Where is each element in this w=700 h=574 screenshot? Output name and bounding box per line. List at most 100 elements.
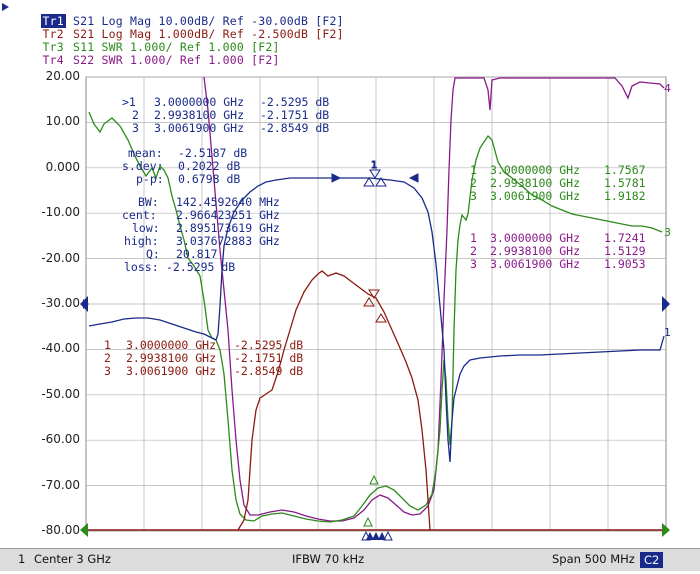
ref-arrow-right-green-icon[interactable]	[662, 523, 670, 537]
channel-number[interactable]: 1	[18, 552, 26, 566]
y-tick-label: -60.00	[41, 432, 80, 447]
tr1-marker-3-icon[interactable]	[375, 177, 387, 187]
svg-text:33.0061900 GHz-2.8549 dB: 3 3.0061900 GHz -2.8549 dB	[104, 364, 303, 378]
tr4-marker-table: 1 3.0000000 GHz 1.7241 2 2.9938100 GHz 1.512…	[470, 231, 646, 271]
svg-text:22.9938100 GHz-2.1751 dB: 2 2.9938100 GHz -2.1751 dB	[104, 351, 303, 365]
tr3-marker-bottom-icon[interactable]	[363, 516, 373, 527]
svg-text:33.0061900 GHz-2.8549 dB: 3 3.0061900 GHz -2.8549 dB	[132, 121, 329, 135]
svg-text:cent:2.966423251 GHz: cent: 2.966423251 GHz	[122, 208, 280, 222]
tr4-m1-num: 1	[470, 231, 477, 245]
tr2-m1-freq: 3.0000000 GHz	[126, 338, 216, 352]
svg-text:p-p:0.6798 dB: p-p: 0.6798 dB	[136, 172, 240, 186]
tr4-m2-num: 2	[470, 244, 477, 258]
svg-text:low:2.895173619 GHz: low: 2.895173619 GHz	[132, 221, 280, 235]
tr2-m2-num: 2	[104, 351, 111, 365]
tr3-end-label: 3	[664, 226, 671, 239]
tr4-m3-freq: 3.0061900 GHz	[490, 257, 580, 271]
low-val: 2.895173619 GHz	[176, 221, 280, 235]
y-tick-label: 10.00	[45, 114, 80, 129]
tr1-marker-glyphs[interactable]: 1	[331, 160, 419, 187]
tr4-m3-num: 3	[470, 257, 477, 271]
tr2-m2-freq: 2.9938100 GHz	[126, 351, 216, 365]
tr3-marker-mid-icon[interactable]	[369, 474, 379, 485]
tr4-m1-freq: 3.0000000 GHz	[490, 231, 580, 245]
tr2-marker-glyphs[interactable]	[363, 289, 387, 323]
tr4-m3-val: 1.9053	[604, 257, 646, 271]
trace-3-id[interactable]: Tr3	[42, 40, 64, 54]
y-tick-label: -50.00	[41, 386, 80, 401]
trace-2-header[interactable]: Tr2 S21 Log Mag 1.000dB/ Ref -2.500dB [F…	[12, 15, 344, 41]
tr1-marker-1-icon[interactable]	[369, 169, 381, 179]
stim-marker-2-icon[interactable]	[366, 532, 374, 540]
svg-text:high:3.037672883 GHz: high: 3.037672883 GHz	[124, 234, 280, 248]
y-tick-label: -70.00	[41, 477, 80, 492]
y-tick-label: -20.00	[41, 250, 80, 265]
stat-pp-val: 0.6798 dB	[178, 172, 240, 186]
tr2-marker-2-icon[interactable]	[363, 297, 375, 307]
stim-marker-1-icon[interactable]	[372, 532, 380, 540]
trace-1-header[interactable]: Tr1 S21 Log Mag 10.00dB/ Ref -30.00dB [F…	[12, 2, 344, 28]
svg-text:Q:20.817: Q: 20.817	[146, 247, 218, 261]
trace-4-id[interactable]: Tr4	[42, 53, 64, 67]
high-val: 3.037672883 GHz	[176, 234, 280, 248]
trace-1-line	[88, 177, 665, 463]
tr2-m3-freq: 3.0061900 GHz	[126, 364, 216, 378]
trace-3-line	[88, 111, 663, 523]
tr3-m3-freq: 3.0061900 GHz	[490, 189, 580, 203]
trace-4-line	[203, 76, 665, 522]
tr4-m1-val: 1.7241	[604, 231, 646, 245]
trace-2-id[interactable]: Tr2	[42, 27, 64, 41]
svg-text:BW:142.4592640 MHz: BW: 142.4592640 MHz	[138, 195, 280, 209]
stim-marker-right-icon[interactable]	[383, 530, 393, 541]
tr1-marker-2-icon[interactable]	[363, 177, 375, 187]
tr2-m3-num: 3	[104, 364, 111, 378]
trace-2-line	[237, 270, 431, 531]
svg-text:loss:-2.5295 dB: loss: -2.5295 dB	[124, 260, 235, 274]
stats-table: mean: -2.5187 dB s.dev: 0.2022 dB p-p: 0.67…	[122, 146, 247, 186]
stimulus-markers[interactable]	[361, 474, 393, 541]
y-tick-label: 20.00	[45, 69, 80, 83]
tr2-m1-val: -2.5295 dB	[234, 338, 303, 352]
tr1-m1-val: -2.5295 dB	[260, 95, 329, 109]
tr1-m1-freq: 3.0000000 GHz	[154, 95, 244, 109]
ifbw[interactable]: IFBW 70 kHz	[292, 552, 365, 566]
tr2-marker-3-icon[interactable]	[375, 313, 387, 323]
stim-marker-3-icon[interactable]	[378, 532, 386, 540]
q-label: Q:	[146, 247, 160, 261]
low-label: low:	[132, 221, 160, 235]
bw-label: BW:	[138, 195, 159, 209]
y-tick-label: -10.00	[41, 205, 80, 220]
ref-arrow-left-green-icon[interactable]	[80, 523, 88, 537]
stim-marker-left-icon[interactable]	[361, 530, 371, 541]
tr2-m3-val: -2.8549 dB	[234, 364, 303, 378]
span[interactable]: Span 500 MHz	[552, 552, 635, 566]
channel-c2-badge[interactable]: C2	[640, 552, 664, 568]
center-frequency[interactable]: Center 3 GHz	[34, 552, 111, 566]
y-tick-label: -80.00	[41, 523, 80, 537]
ref-arrow-right-icon[interactable]	[662, 296, 670, 312]
tr2-m2-val: -2.1751 dB	[234, 351, 303, 365]
grid	[86, 76, 666, 532]
tr3-m2-val: 1.5781	[604, 176, 646, 190]
trace-3-label: S11 SWR 1.000/ Ref 1.000 [F2]	[73, 40, 280, 54]
trace-3-header[interactable]: Tr3 S11 SWR 1.000/ Ref 1.000 [F2]	[12, 28, 280, 54]
loss-label: loss:	[124, 260, 159, 274]
q-val: 20.817	[176, 247, 218, 261]
tr1-marker-1-num: 1	[371, 160, 377, 171]
tr2-marker-1-icon[interactable]	[368, 289, 380, 299]
svg-text:>13.0000000 GHz-2.5295 dB: >1 3.0000000 GHz -2.5295 dB	[122, 95, 329, 109]
svg-text:22.9938100 GHz-2.1751 dB: 2 2.9938100 GHz -2.1751 dB	[132, 108, 329, 122]
ref-arrow-left-icon[interactable]	[80, 296, 88, 312]
trace-1-label: S21 Log Mag 10.00dB/ Ref -30.00dB [F2]	[73, 14, 344, 28]
trace-4-header[interactable]: Tr4 S22 SWR 1.000/ Ref 1.000 [F2]	[12, 41, 280, 67]
trace-1-id[interactable]: Tr1	[40, 14, 66, 28]
tr2-marker-table: 1 3.0000000 GHz -2.5295 dB 2 2.9938100 GHz -…	[104, 338, 303, 378]
svg-text:s.dev:0.2022 dB: s.dev: 0.2022 dB	[122, 159, 240, 173]
y-tick-label: -30.00	[41, 296, 80, 310]
tr2-m1-num: 1	[104, 338, 111, 352]
tr3-marker-table: 1 3.0000000 GHz 1.7567 2 2.9938100 GHz 1.578…	[470, 163, 646, 203]
